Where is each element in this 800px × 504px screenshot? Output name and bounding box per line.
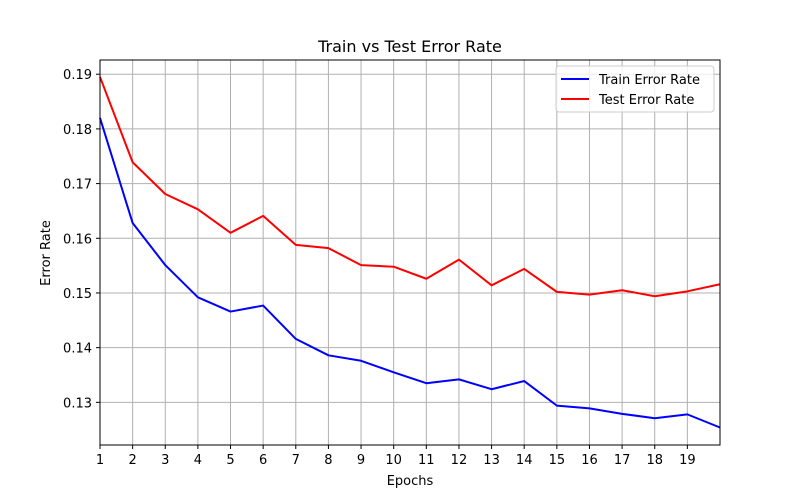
x-tick-label: 7	[292, 453, 300, 468]
y-tick-label: 0.18	[63, 123, 92, 138]
x-axis-label: Epochs	[387, 474, 434, 489]
axis-ticks: 1 2 3 4 5 6 7 8 9 10 11 12 13 14 15 16 17 18 190.130.140.1…	[63, 68, 696, 468]
y-tick-label: 0.16	[63, 232, 92, 247]
y-tick-label: 0.15	[63, 287, 92, 302]
legend: Train Error Rate Test Error Rate	[555, 65, 715, 113]
x-tick-label: 18	[646, 453, 663, 468]
series-lines	[99, 76, 721, 429]
x-tick-label: 12	[451, 453, 468, 468]
x-tick-label: 5	[226, 453, 234, 468]
x-tick-label: 10	[385, 453, 402, 468]
x-tick-label: 16	[581, 453, 598, 468]
x-tick-label: 3	[161, 453, 169, 468]
grid-lines	[99, 60, 720, 445]
legend-box	[555, 65, 715, 113]
x-tick-label: 17	[614, 453, 631, 468]
train-error-line	[99, 117, 721, 429]
chart-title: Train vs Test Error Rate	[317, 37, 502, 56]
x-tick-label: 2	[128, 453, 136, 468]
test-error-line	[99, 76, 721, 298]
y-tick-label: 0.13	[63, 396, 92, 411]
x-tick-label: 1	[96, 453, 104, 468]
y-tick-label: 0.19	[63, 68, 92, 83]
x-tick-label: 19	[679, 453, 696, 468]
legend-label-train: Train Error Rate	[598, 73, 700, 88]
y-tick-label: 0.14	[63, 342, 92, 357]
x-tick-label: 6	[259, 453, 267, 468]
x-tick-label: 9	[357, 453, 365, 468]
x-tick-label: 8	[324, 453, 332, 468]
x-tick-label: 15	[549, 453, 566, 468]
x-tick-label: 14	[516, 453, 533, 468]
y-axis-label: Error Rate	[39, 220, 54, 286]
axes-frame	[99, 59, 721, 446]
x-tick-label: 11	[418, 453, 435, 468]
x-tick-label: 4	[194, 453, 202, 468]
y-tick-label: 0.17	[63, 178, 92, 193]
legend-label-test: Test Error Rate	[598, 93, 694, 108]
x-tick-label: 13	[483, 453, 500, 468]
